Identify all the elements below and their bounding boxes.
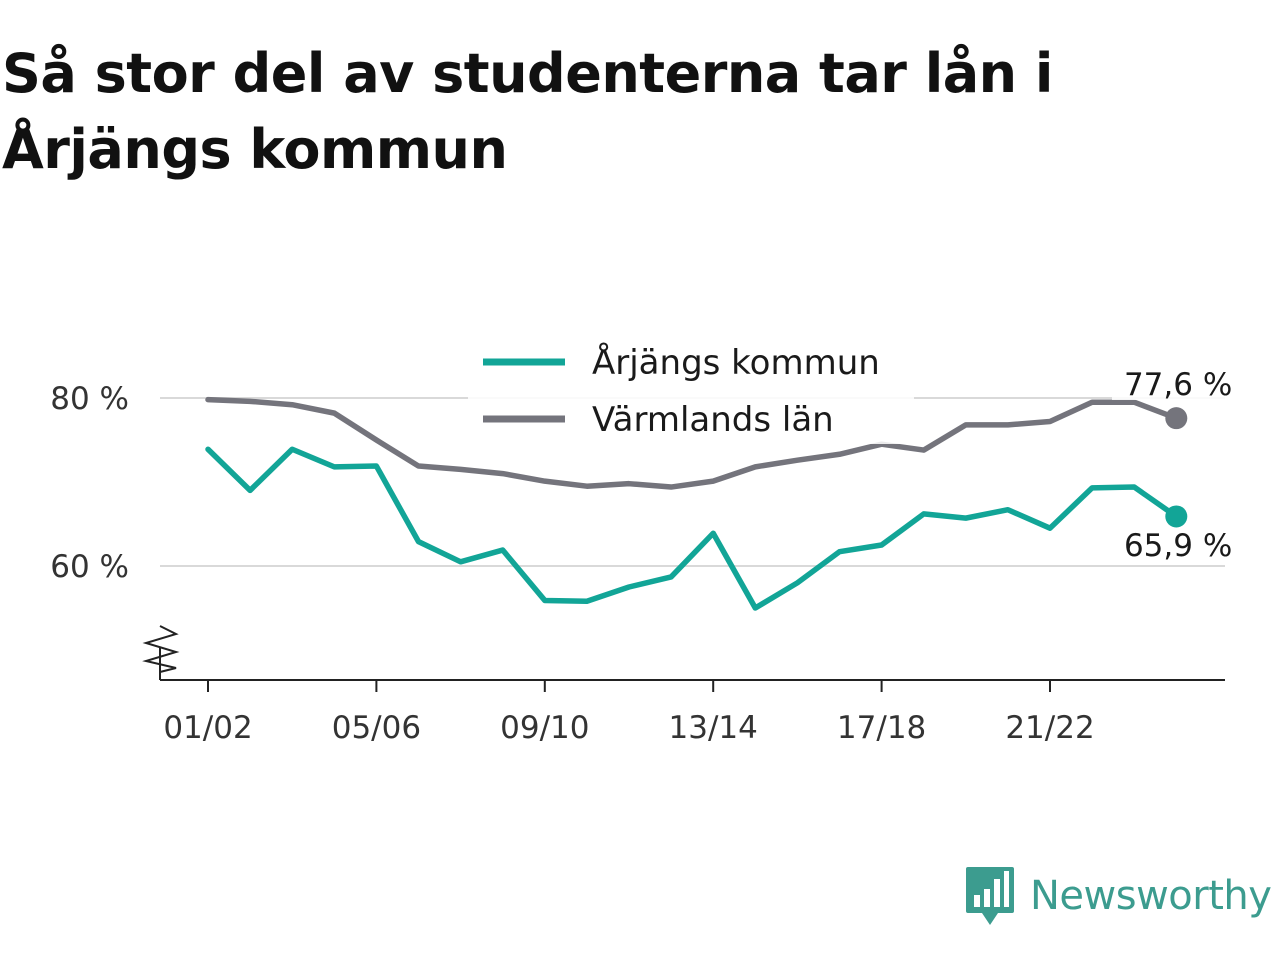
legend-label: Värmlands län bbox=[592, 400, 834, 440]
end-label-varmland: 77,6 % bbox=[1124, 367, 1232, 403]
chart-title: Så stor del av studenterna tar lån i Årj… bbox=[2, 42, 1053, 181]
y-tick-label: 60 % bbox=[50, 549, 129, 585]
series-line-arjang bbox=[205, 446, 1180, 611]
end-labels: 77,6 % 65,9 % bbox=[1112, 364, 1236, 564]
series-end-point bbox=[1165, 505, 1188, 528]
y-axis-break bbox=[142, 625, 180, 673]
x-tick-label: 01/02 bbox=[163, 710, 252, 746]
axes: 80 % 60 % 01/02 05/06 09/10 13/14 17/18 21/22 bbox=[50, 381, 1225, 746]
legend-background bbox=[468, 336, 914, 444]
series-lines bbox=[205, 396, 1188, 611]
newsworthy-logo: Newsworthy bbox=[964, 864, 1272, 928]
y-tick-label: 80 % bbox=[50, 381, 129, 417]
series-end-point bbox=[1165, 407, 1188, 430]
x-tick-label: 13/14 bbox=[669, 710, 758, 746]
logo-text: Newsworthy bbox=[1030, 873, 1272, 919]
x-tick-label: 17/18 bbox=[837, 710, 926, 746]
end-label-halo bbox=[1112, 528, 1236, 564]
legend: Årjängs kommun Värmlands län bbox=[468, 336, 914, 444]
legend-label: Årjängs kommun bbox=[592, 342, 880, 383]
series-line-varmland bbox=[205, 396, 1180, 490]
newsworthy-logo-icon bbox=[966, 867, 1014, 925]
line-chart: 80 % 60 % 01/02 05/06 09/10 13/14 17/18 21/22 Å… bbox=[50, 336, 1236, 746]
x-tick-label: 21/22 bbox=[1005, 710, 1094, 746]
end-label-halo bbox=[1112, 364, 1236, 400]
x-tick-label: 05/06 bbox=[332, 710, 421, 746]
x-tick-label: 09/10 bbox=[500, 710, 589, 746]
end-label-arjang: 65,9 % bbox=[1124, 528, 1232, 564]
